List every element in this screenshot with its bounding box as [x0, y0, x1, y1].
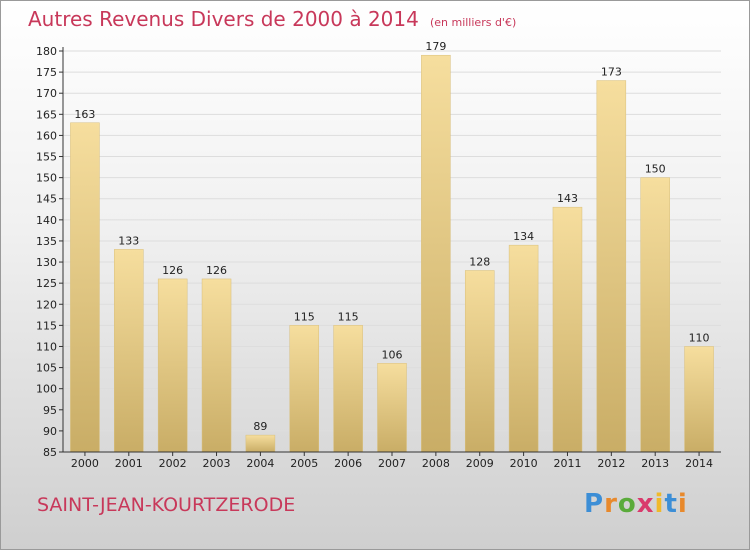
value-label: 110	[689, 331, 710, 344]
logo-letter: r	[604, 489, 618, 519]
bar-2009	[464, 270, 495, 453]
bar-2000	[70, 122, 100, 453]
bar-2013	[640, 177, 670, 453]
x-tick-label: 2008	[422, 457, 450, 470]
logo-letter: t	[664, 489, 678, 519]
bar-2002	[157, 278, 188, 453]
x-axis: 2000 2001 2002 2003 2004 2005 2006 2007 2008 2009…	[63, 451, 721, 470]
value-label: 179	[425, 40, 446, 53]
x-tick-label: 2002	[159, 457, 187, 470]
x-tick-label: 2013	[641, 457, 669, 470]
value-label: 115	[294, 310, 315, 323]
value-label: 173	[601, 66, 622, 79]
y-tick-label: 100	[36, 383, 57, 396]
x-tick-label: 2014	[685, 457, 713, 470]
value-label: 126	[162, 264, 183, 277]
y-tick-label: 130	[36, 256, 57, 269]
y-tick-label: 110	[36, 340, 57, 353]
bar-2012	[596, 80, 627, 453]
x-tick-label: 2009	[466, 457, 494, 470]
bar-2006	[333, 325, 363, 453]
value-label: 89	[253, 420, 267, 433]
chart-title: Autres Revenus Divers de 2000 à 2014	[28, 7, 419, 31]
value-label: 106	[382, 348, 403, 361]
x-tick-label: 2000	[71, 457, 99, 470]
bar-2014	[684, 346, 714, 453]
bars	[70, 54, 714, 453]
logo-letter: i	[677, 489, 688, 519]
x-tick-label: 2004	[246, 457, 274, 470]
y-tick-label: 160	[36, 129, 57, 142]
bar-2010	[508, 244, 539, 453]
y-tick-label: 165	[36, 108, 57, 121]
logo-letter: x	[636, 489, 655, 519]
value-label: 134	[513, 230, 534, 243]
y-tick-label: 140	[36, 214, 57, 227]
y-tick-label: 155	[36, 151, 57, 164]
y-tick-label: 145	[36, 193, 57, 206]
bar-2001	[114, 249, 144, 453]
x-tick-label: 2010	[510, 457, 538, 470]
x-tick-label: 2003	[203, 457, 231, 470]
y-tick-label: 90	[43, 425, 57, 438]
bar-2003	[201, 278, 232, 453]
y-tick-label: 120	[36, 298, 57, 311]
x-tick-label: 2011	[553, 457, 581, 470]
y-tick-label: 115	[36, 319, 57, 332]
city-name: SAINT-JEAN-KOURTZERODE	[37, 494, 296, 516]
bar-2011	[552, 206, 583, 453]
x-tick-label: 2007	[378, 457, 406, 470]
bar-2004	[245, 434, 276, 453]
value-label: 115	[338, 310, 359, 323]
x-tick-label: 2012	[597, 457, 625, 470]
y-tick-label: 150	[36, 172, 57, 185]
x-tick-label: 2001	[115, 457, 143, 470]
y-tick-label: 125	[36, 277, 57, 290]
value-label: 163	[74, 108, 95, 121]
y-tick-label: 85	[43, 446, 57, 459]
bar-2005	[289, 325, 320, 453]
logo-letter: i	[654, 489, 665, 519]
value-label: 128	[469, 255, 490, 268]
value-label: 126	[206, 264, 227, 277]
y-tick-label: 175	[36, 66, 57, 79]
y-tick-label: 135	[36, 235, 57, 248]
proxiti-logo: Proxiti	[584, 489, 688, 519]
unit-note: (en milliers d'€)	[429, 16, 517, 29]
value-label: 150	[645, 163, 666, 176]
bar-2007	[377, 363, 407, 453]
x-tick-label: 2006	[334, 457, 362, 470]
x-tick-label: 2005	[290, 457, 318, 470]
y-tick-label: 180	[36, 45, 57, 58]
logo-letter: P	[584, 489, 605, 519]
logo-letter: o	[617, 489, 637, 519]
title-row: Autres Revenus Divers de 2000 à 2014 (en…	[28, 7, 516, 31]
value-label: 143	[557, 192, 578, 205]
y-tick-label: 170	[36, 87, 57, 100]
y-axis: 85 90 95 100 105 110 115 120 125 130 135 140 145 150 1…	[36, 45, 64, 459]
value-label: 133	[118, 234, 139, 247]
bar-2008	[421, 54, 451, 453]
value-labels: 163 133 126 126 89 115 115 106 179 128 134 143 173 15…	[74, 40, 709, 433]
y-tick-label: 105	[36, 362, 57, 375]
y-tick-label: 95	[43, 404, 57, 417]
